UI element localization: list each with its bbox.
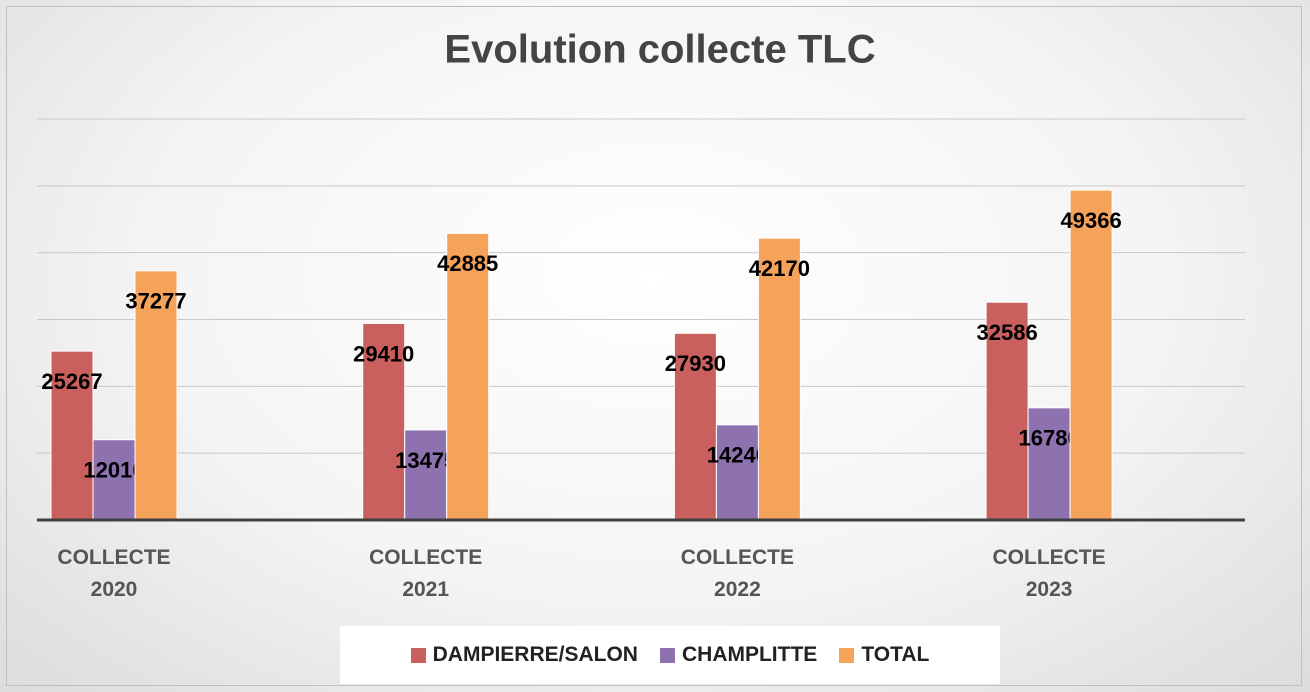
legend-swatch [410, 647, 426, 663]
x-tick-label: COLLECTE 2021 [369, 546, 483, 601]
data-label: 16780 [1019, 426, 1080, 451]
legend-item: TOTAL [839, 643, 929, 667]
bar [1027, 407, 1071, 521]
data-label: 25267 [41, 369, 102, 394]
bar [757, 237, 801, 521]
bar [92, 439, 136, 521]
chart-title: Evolution collecte TLC [444, 28, 875, 72]
data-label: 37277 [125, 289, 186, 314]
legend-swatch [659, 647, 675, 663]
legend-item: DAMPIERRE/SALON [410, 643, 638, 667]
bar [446, 232, 490, 521]
bar [404, 429, 448, 521]
data-label: 12010 [83, 458, 144, 483]
data-label: 27930 [665, 351, 726, 376]
data-label: 42885 [437, 251, 498, 276]
x-tick-label: COLLECTE 2023 [992, 546, 1106, 601]
bar [1069, 189, 1113, 521]
data-label: 29410 [353, 341, 414, 366]
bar [134, 270, 178, 521]
data-label: 32586 [977, 320, 1038, 345]
data-label: 14240 [707, 443, 768, 468]
legend-label: DAMPIERRE/SALON [432, 643, 638, 666]
legend-item: CHAMPLITTE [659, 643, 818, 667]
bar [715, 424, 759, 521]
x-tick-label: COLLECTE 2020 [57, 546, 171, 601]
bar [362, 322, 406, 521]
legend-swatch [839, 647, 855, 663]
data-label: 49366 [1061, 208, 1122, 233]
legend-label: CHAMPLITTE [681, 643, 818, 666]
x-tick-label: COLLECTE 2022 [680, 546, 794, 601]
legend: DAMPIERRE/SALON CHAMPLITTE TOTAL [340, 626, 1000, 684]
frame [6, 6, 1302, 686]
data-label: 42170 [749, 256, 810, 281]
legend-label: TOTAL [861, 643, 930, 666]
data-label: 13475 [395, 448, 456, 473]
bar [673, 332, 717, 521]
